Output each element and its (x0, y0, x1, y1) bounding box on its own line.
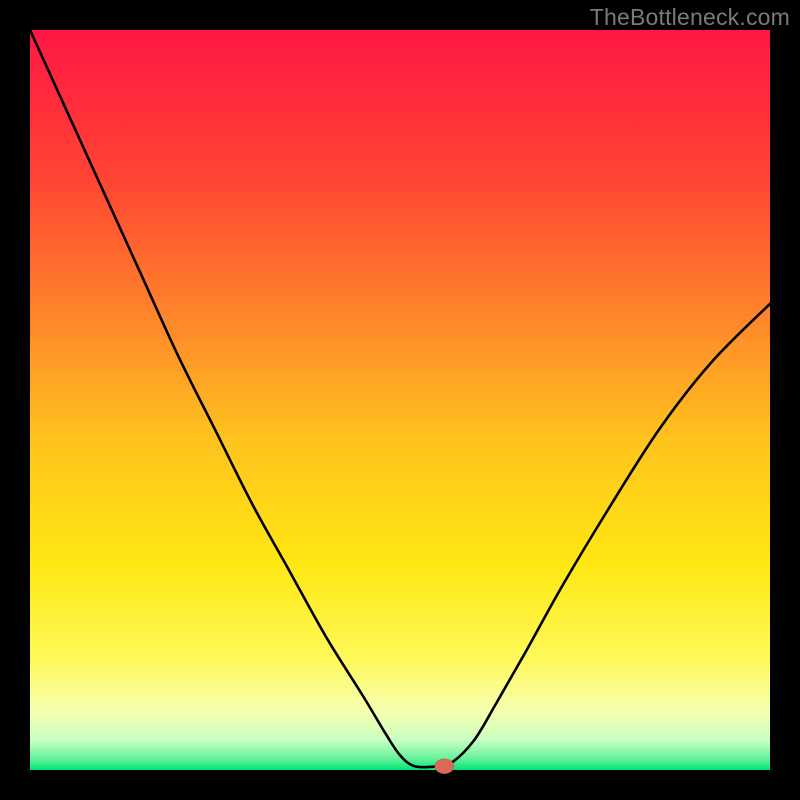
chart-svg (0, 0, 800, 800)
plot-background (30, 30, 770, 770)
watermark-text: TheBottleneck.com (590, 4, 790, 31)
bottleneck-chart: TheBottleneck.com (0, 0, 800, 800)
optimum-marker (435, 759, 454, 774)
